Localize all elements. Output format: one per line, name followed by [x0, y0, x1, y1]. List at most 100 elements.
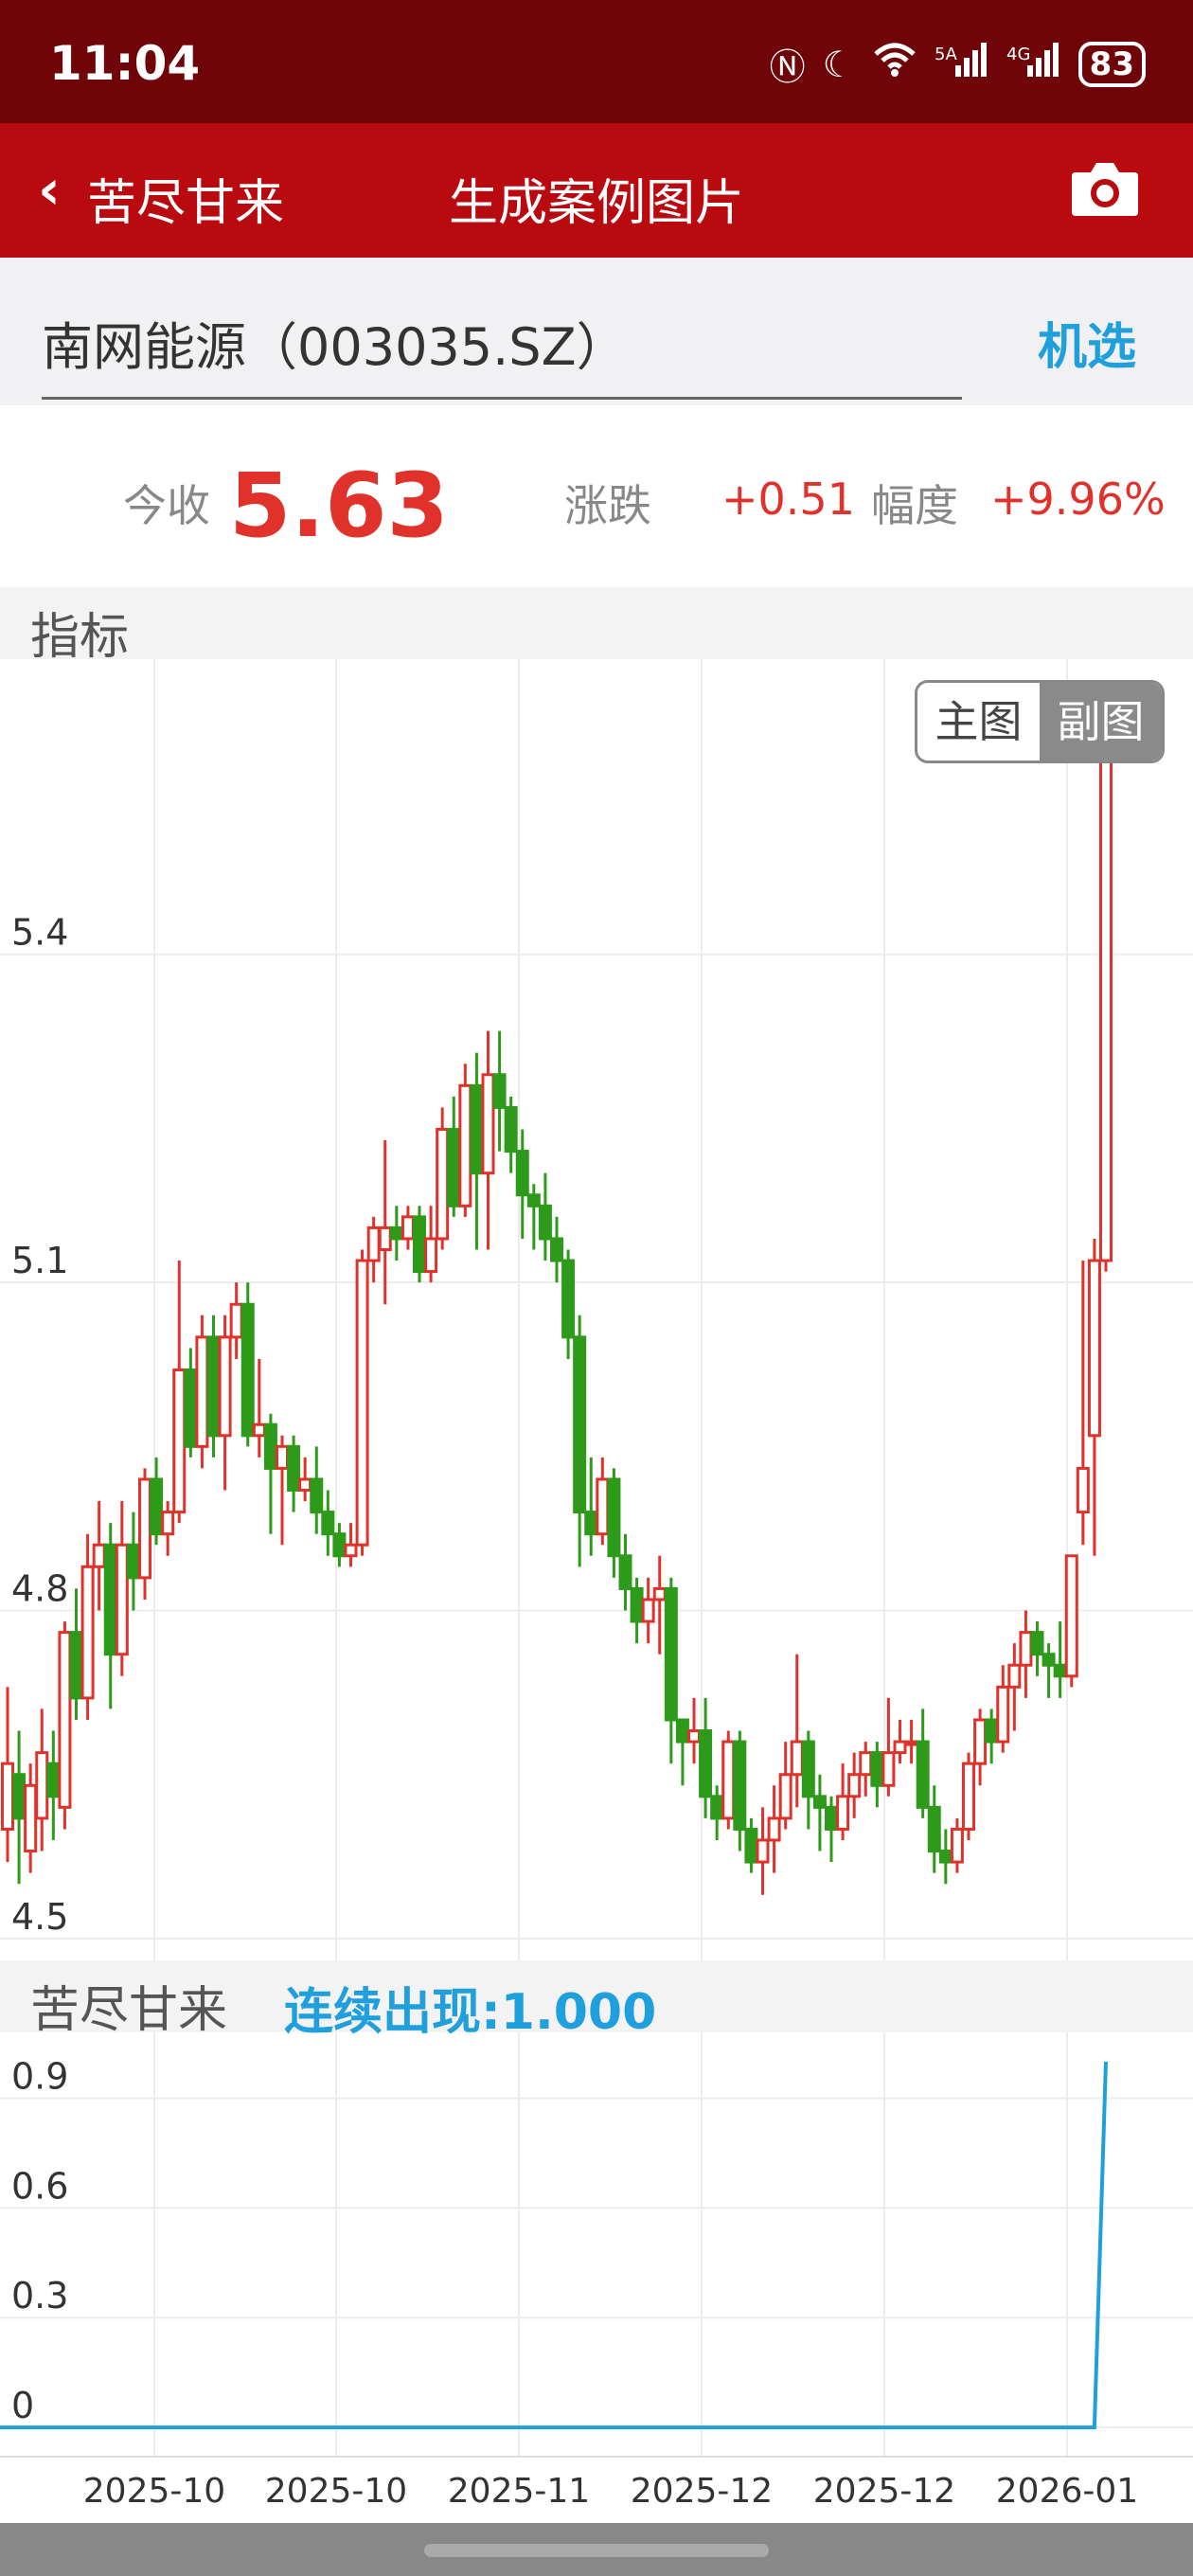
candle-body: [240, 1302, 255, 1438]
candle-body: [58, 1631, 72, 1809]
candle-body: [664, 1586, 678, 1722]
status-bar: 11:04 Ⓝ ☾ 5A 4G 83: [0, 0, 1193, 123]
candle-body: [584, 1511, 598, 1536]
candle-body: [252, 1422, 266, 1438]
candle-body: [733, 1740, 747, 1831]
candle-body: [699, 1729, 713, 1798]
candlestick-chart[interactable]: 5.4 5.1 4.8 4.5: [0, 659, 1193, 1960]
signal-4g-icon: 4G: [1006, 41, 1061, 87]
candle-body: [287, 1444, 301, 1493]
indicator-name: 苦尽甘来: [30, 1982, 228, 2039]
candle-body: [778, 1773, 792, 1820]
y-tick-label: 0.3: [11, 2275, 68, 2317]
candle-body: [504, 1105, 518, 1154]
candle-body: [630, 1586, 644, 1623]
candle-body: [973, 1718, 988, 1765]
candle-body: [561, 1259, 576, 1339]
candle-body: [1053, 1663, 1067, 1678]
candle-body: [859, 1751, 873, 1777]
main-chart-header: 指标: [0, 587, 1193, 666]
stock-input[interactable]: 南网能源（003035.SZ）: [42, 305, 962, 400]
candle-body: [378, 1225, 392, 1251]
candle-body: [573, 1335, 587, 1514]
amplitude-label: 幅度: [871, 480, 958, 531]
stock-bar: 南网能源（003035.SZ） 机选: [0, 258, 1193, 405]
back-chevron-icon[interactable]: ‹: [38, 157, 61, 222]
candle-body: [538, 1204, 552, 1241]
page-title: 生成案例图片: [448, 175, 744, 232]
candle-body: [1030, 1631, 1044, 1656]
clock: 11:04: [49, 36, 201, 91]
candle-body: [80, 1565, 95, 1700]
candle-body: [550, 1237, 563, 1262]
change-label: 涨跌: [564, 480, 651, 531]
candle-body: [950, 1827, 964, 1864]
candle-body: [458, 1083, 472, 1208]
bottom-bar: [0, 2523, 1193, 2576]
x-tick-label: 2025-11: [448, 2472, 590, 2511]
candle-body: [172, 1368, 187, 1514]
candle-body: [298, 1477, 312, 1493]
candle-body: [756, 1838, 770, 1864]
battery-indicator: 83: [1077, 41, 1146, 87]
candle-body: [321, 1511, 335, 1536]
indicator-series-line: [0, 2061, 1108, 2430]
candle-body: [904, 1740, 918, 1746]
y-tick-label: 0.6: [11, 2165, 68, 2207]
candle-body: [825, 1805, 838, 1831]
nfc-icon: Ⓝ: [769, 46, 806, 88]
candle-body: [641, 1598, 655, 1623]
candle-body: [1007, 1663, 1022, 1689]
candle-body: [985, 1718, 999, 1744]
signal-5g-icon: 5A: [935, 41, 989, 87]
candle-body: [893, 1740, 907, 1755]
back-button[interactable]: 苦尽甘来: [87, 175, 285, 232]
candle-body: [492, 1073, 507, 1109]
candle-body: [150, 1477, 164, 1536]
moon-icon: ☾: [822, 43, 855, 85]
candle-body: [436, 1127, 450, 1241]
candle-body: [847, 1773, 862, 1798]
candle-body: [424, 1237, 438, 1274]
indicator-line-chart[interactable]: 0.9 0.6 0.3 0 2025-10 2025-10 2025-11 2025-12 20…: [0, 2032, 1193, 2523]
candle-body: [618, 1554, 632, 1590]
candle-body: [35, 1751, 49, 1820]
candle-body: [996, 1685, 1010, 1744]
candle-body: [389, 1225, 403, 1241]
gesture-handle[interactable]: [424, 2544, 769, 2557]
amplitude-value: +9.96%: [990, 474, 1166, 525]
candle-body: [69, 1631, 83, 1700]
x-tick-label: 2025-12: [631, 2472, 773, 2511]
candle-body: [962, 1762, 975, 1831]
close-label: 今收: [123, 480, 210, 531]
auto-pick-button[interactable]: 机选: [1037, 319, 1136, 376]
candle-body: [401, 1215, 415, 1241]
candle-body: [447, 1127, 461, 1208]
candle-body: [596, 1477, 610, 1536]
candle-body: [103, 1543, 117, 1656]
candle-body: [126, 1543, 140, 1580]
candle-body: [1042, 1653, 1056, 1667]
svg-text:4G: 4G: [1006, 45, 1030, 64]
candle-body: [138, 1477, 151, 1580]
candle-body: [607, 1477, 621, 1558]
main-section-label: 指标: [30, 609, 130, 666]
candle-body: [1019, 1631, 1033, 1667]
toggle-sub-chart[interactable]: 副图: [1040, 683, 1162, 760]
candle-body: [675, 1718, 689, 1744]
candle-body: [229, 1302, 243, 1339]
candle-body: [344, 1543, 358, 1558]
x-tick-label: 2026-01: [996, 2472, 1138, 2511]
candle-body: [46, 1762, 61, 1798]
y-tick-label: 0.9: [11, 2056, 68, 2098]
camera-icon[interactable]: [1070, 159, 1140, 222]
candle-body: [184, 1368, 198, 1448]
candle-body: [195, 1335, 209, 1448]
svg-text:5A: 5A: [935, 45, 957, 64]
candle-body: [1087, 1259, 1101, 1438]
candle-body: [206, 1335, 221, 1438]
candle-body: [916, 1740, 930, 1809]
toggle-main-chart[interactable]: 主图: [917, 683, 1040, 760]
y-tick-label: 5.4: [11, 912, 68, 954]
quote-row: 今收 5.63 涨跌 +0.51 幅度 +9.96%: [0, 405, 1193, 585]
